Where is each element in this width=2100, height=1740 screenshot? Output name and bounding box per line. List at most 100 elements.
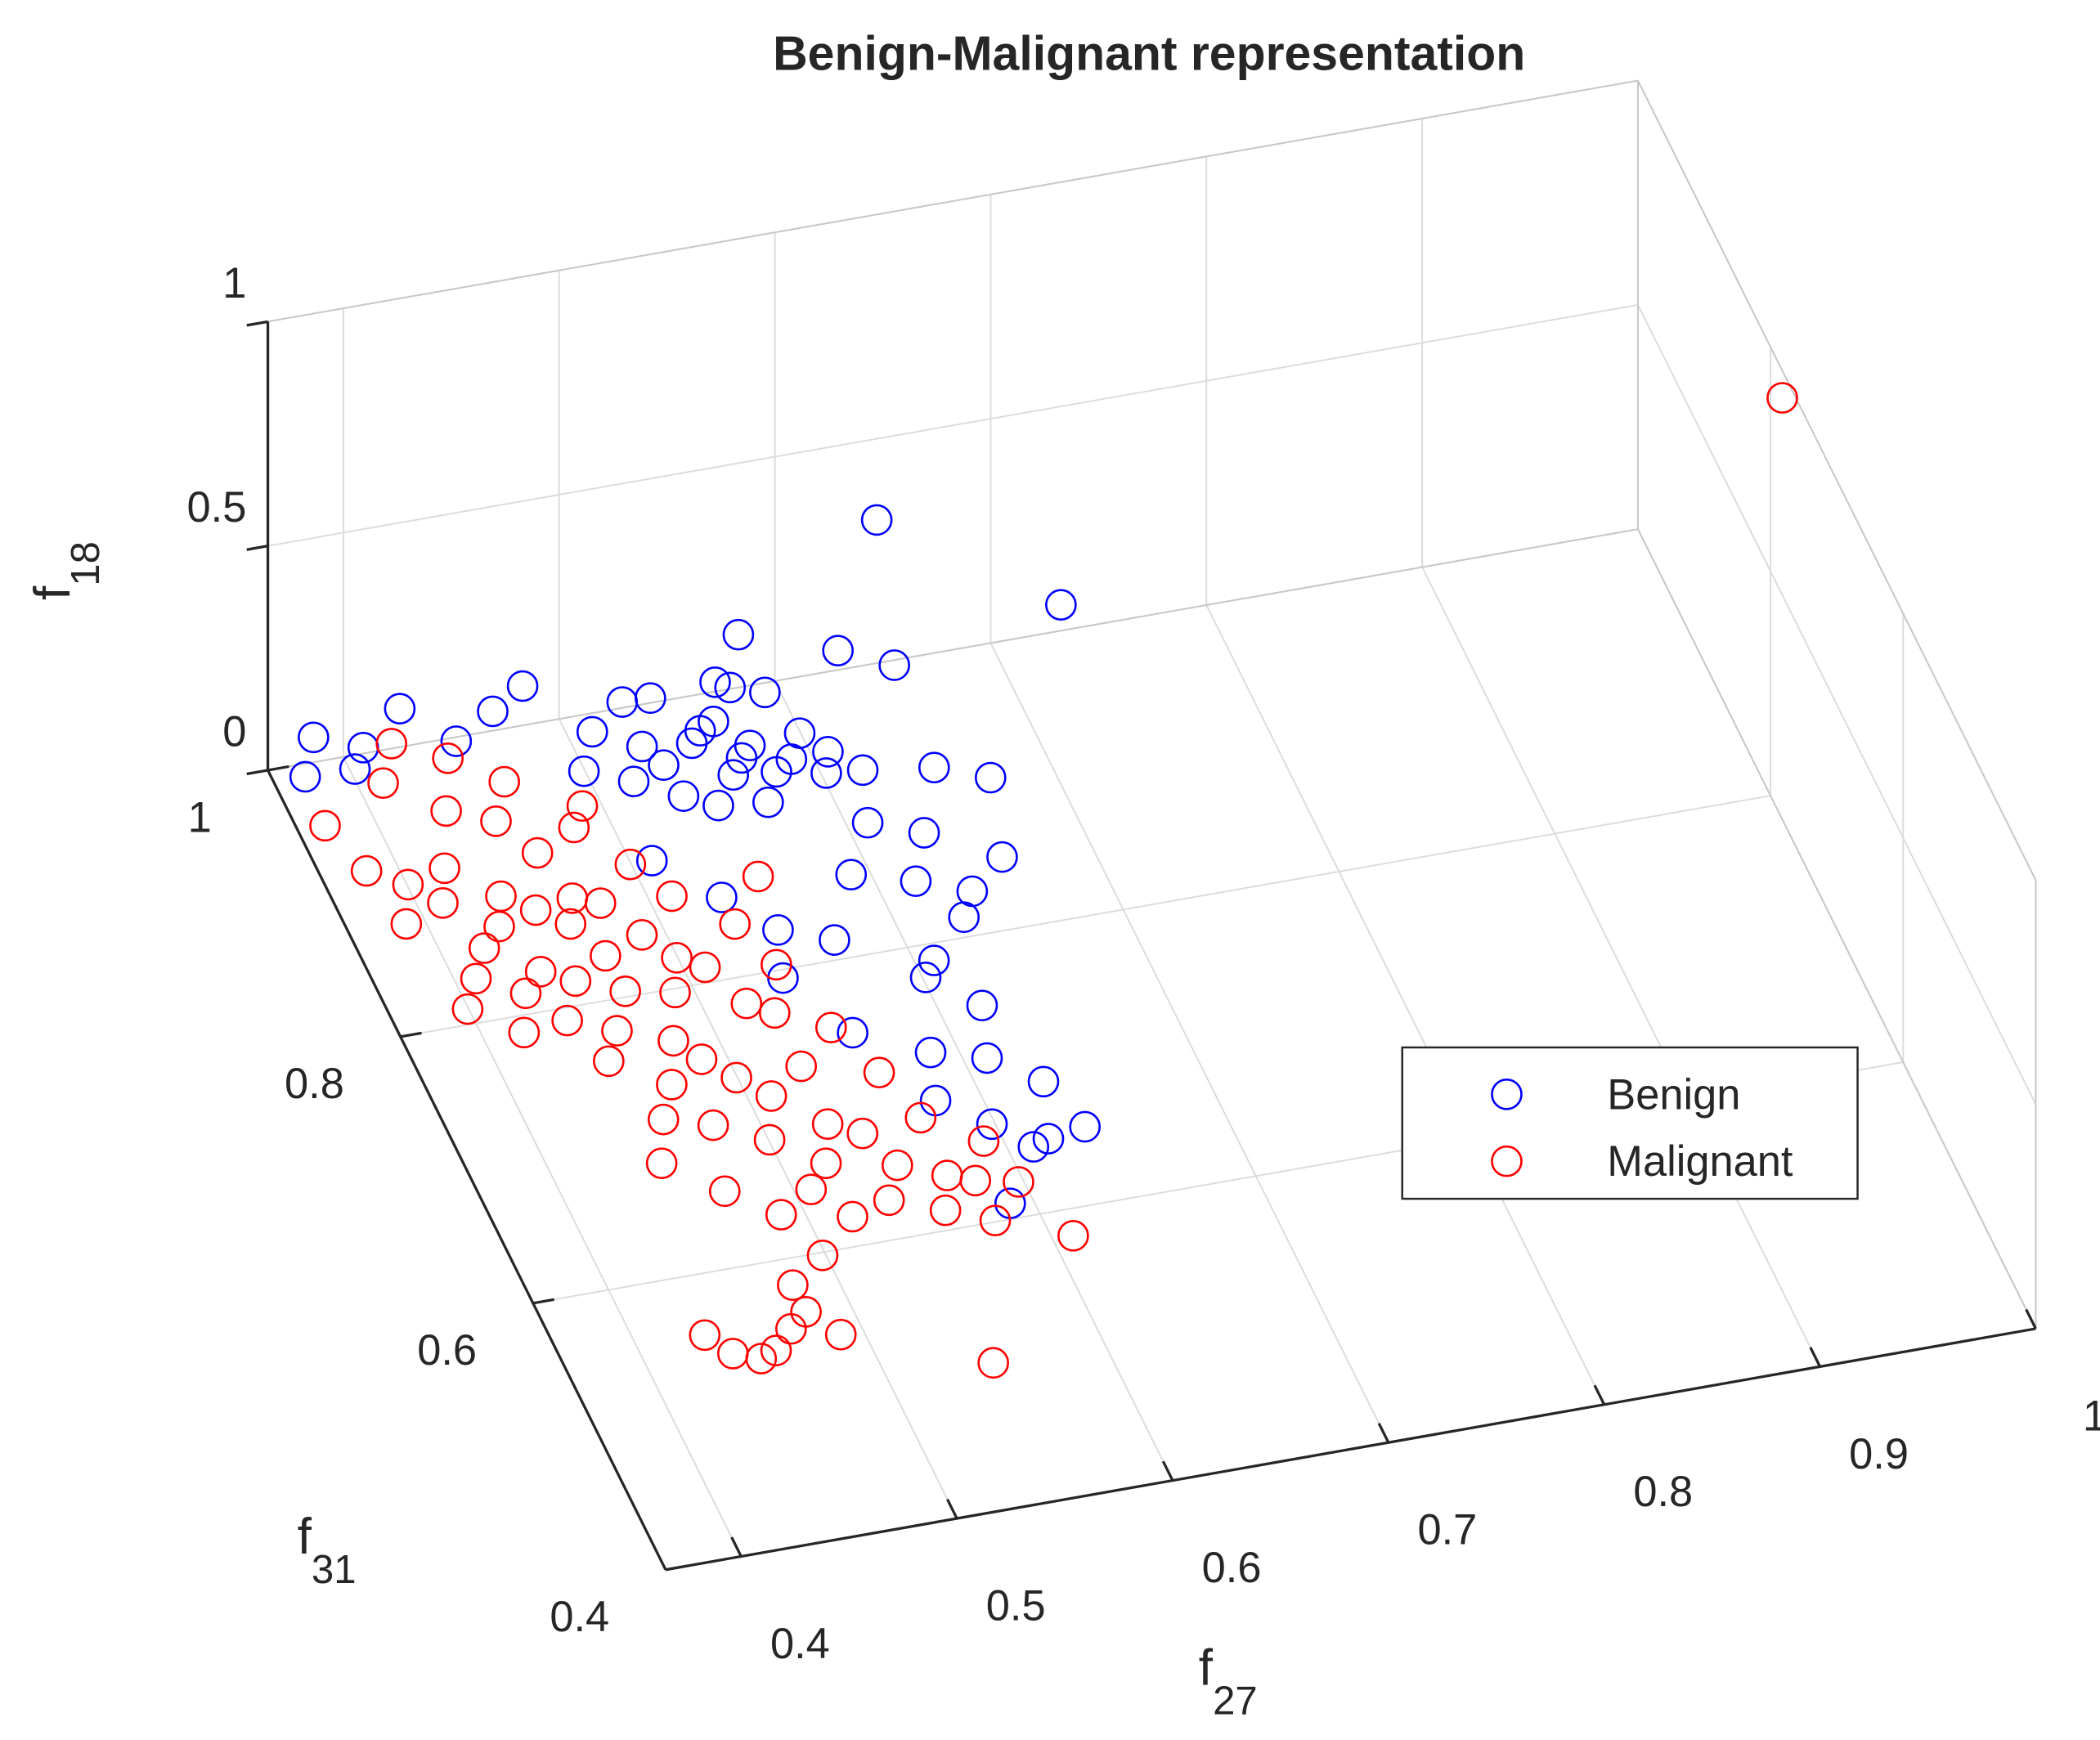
point — [609, 975, 641, 1007]
point — [1766, 382, 1798, 414]
point — [918, 751, 950, 784]
legend-marker — [1491, 1145, 1523, 1177]
legend-label: Benign — [1607, 1071, 1740, 1119]
point — [730, 987, 763, 1020]
point — [948, 901, 980, 934]
point — [1069, 1110, 1102, 1143]
point — [309, 809, 341, 842]
point — [1003, 1166, 1034, 1198]
y-tick-label: 1 — [188, 794, 212, 841]
z-tick-label: 0 — [222, 709, 246, 756]
point — [974, 761, 1007, 794]
floor-grid-line — [400, 795, 1771, 1038]
point — [719, 908, 751, 940]
point — [904, 1101, 937, 1134]
point — [554, 908, 587, 940]
point — [289, 760, 321, 793]
legend-marker — [1491, 1078, 1523, 1110]
point — [790, 1295, 822, 1328]
chart-title: Benign-Malignant representation — [773, 27, 1525, 80]
point — [648, 749, 680, 782]
point — [846, 754, 879, 787]
x-tick-label: 1 — [2083, 1392, 2100, 1440]
point — [814, 1011, 847, 1043]
x-axis — [665, 1327, 2036, 1572]
point — [762, 913, 794, 946]
point — [551, 1004, 583, 1037]
legend-box — [1401, 1046, 1859, 1200]
point — [697, 1109, 729, 1141]
z-tick-label: 1 — [222, 260, 246, 307]
z-tick — [246, 769, 268, 776]
point — [966, 989, 998, 1021]
y-tick — [267, 765, 289, 772]
point — [590, 940, 621, 972]
x-tick-label: 0.9 — [1849, 1431, 1909, 1478]
point — [427, 887, 459, 919]
point — [919, 1084, 952, 1117]
x-axis-label-base: f — [1199, 1640, 1214, 1697]
x-tick — [1377, 1423, 1390, 1443]
legend-label: Malignant — [1607, 1138, 1793, 1186]
y-axis — [267, 769, 667, 1571]
point — [717, 759, 750, 792]
point — [753, 1123, 786, 1156]
point — [568, 755, 600, 787]
point — [519, 894, 552, 926]
point — [760, 1334, 792, 1366]
point — [659, 976, 691, 1009]
point — [576, 715, 608, 748]
point — [558, 811, 590, 844]
point — [971, 1042, 1003, 1074]
point — [806, 1239, 839, 1271]
point — [635, 845, 668, 877]
point — [1027, 1065, 1060, 1098]
point — [900, 865, 932, 898]
point — [634, 682, 666, 715]
y-tick-label: 0.8 — [285, 1061, 344, 1108]
point — [566, 790, 599, 823]
y-tick — [532, 1298, 554, 1305]
floor-grid-line — [1421, 567, 1821, 1367]
x-tick — [1593, 1384, 1606, 1406]
point — [390, 908, 423, 940]
floor-grid-line — [989, 643, 1389, 1443]
y-axis-label-subscript: 31 — [312, 1548, 357, 1592]
point — [837, 1200, 868, 1233]
point — [350, 854, 383, 887]
point — [734, 729, 766, 761]
point — [777, 1269, 809, 1302]
point — [483, 910, 515, 943]
point — [986, 841, 1018, 873]
point — [929, 1194, 962, 1227]
floor-grid-line — [558, 718, 958, 1519]
point — [810, 757, 842, 789]
point — [521, 836, 554, 869]
point — [689, 951, 721, 984]
point — [698, 706, 729, 738]
point — [931, 1159, 963, 1191]
y-axis-label: f31 — [298, 1509, 357, 1592]
point — [822, 635, 855, 667]
x-tick — [1809, 1347, 1822, 1368]
point — [720, 1061, 752, 1094]
point — [860, 504, 893, 536]
point — [752, 786, 784, 818]
y-tick — [665, 1564, 688, 1572]
point — [506, 670, 539, 702]
point — [601, 1015, 633, 1047]
point — [432, 742, 464, 774]
x-tick-label: 0.6 — [1202, 1545, 1262, 1592]
x-tick — [2025, 1308, 2037, 1330]
point — [835, 859, 868, 890]
point — [657, 1025, 689, 1057]
point — [851, 806, 884, 839]
point — [810, 1147, 842, 1180]
point — [1017, 1131, 1050, 1163]
point — [592, 1045, 625, 1078]
x-tick-label: 0.4 — [770, 1621, 830, 1668]
y-axis-label-base: f — [298, 1509, 312, 1565]
point — [606, 686, 639, 718]
